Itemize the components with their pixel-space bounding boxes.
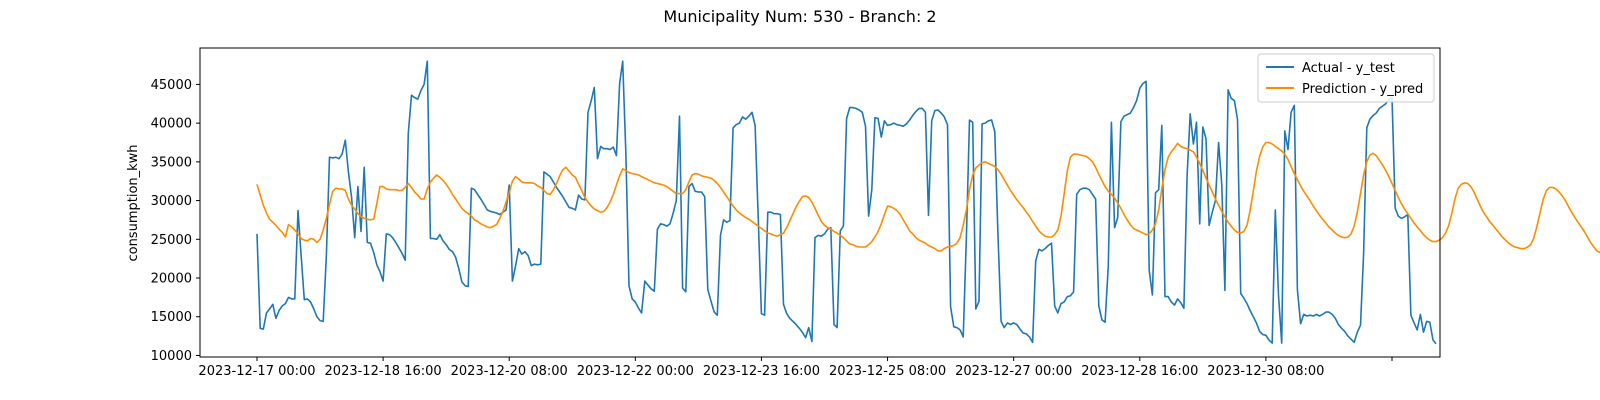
y-axis: 10000 15000 20000 25000 30000 35000 40000 45000: [151, 78, 200, 364]
y-tick-label: 20000: [151, 272, 192, 287]
legend-box: [1257, 53, 1435, 103]
y-tick-label: 45000: [151, 78, 192, 93]
series-line-prediction: [256, 141, 1600, 254]
y-tick-label: 40000: [151, 117, 192, 132]
x-tick-label: 2023-12-27 00:00: [955, 364, 1072, 379]
plot-frame: [199, 47, 1441, 358]
chart-title: Municipality Num: 530 - Branch: 2: [663, 7, 936, 26]
y-axis-label: consumption_kwh: [126, 144, 141, 261]
x-axis: 2023-12-17 00:00 2023-12-18 16:00 2023-12-…: [198, 357, 1393, 379]
y-tick-label: 15000: [151, 310, 192, 325]
y-tick-label: 10000: [151, 349, 192, 364]
y-tick-label: 25000: [151, 233, 192, 248]
x-tick-label: 2023-12-17 00:00: [198, 364, 315, 379]
legend: Actual - y_test Prediction - y_pred: [1257, 53, 1435, 103]
series-line-actual: [256, 60, 1437, 345]
plot-lines: [256, 60, 1600, 345]
x-tick-label: 2023-12-23 16:00: [703, 364, 820, 379]
legend-label-prediction: Prediction - y_pred: [1302, 82, 1423, 97]
x-tick-label: 2023-12-30 08:00: [1207, 364, 1324, 379]
y-tick-label: 30000: [151, 194, 192, 209]
y-tick-label: 35000: [151, 155, 192, 170]
x-tick-label: 2023-12-20 08:00: [451, 364, 568, 379]
x-tick-label: 2023-12-22 00:00: [577, 364, 694, 379]
x-tick-label: 2023-12-18 16:00: [325, 364, 442, 379]
x-tick-label: 2023-12-28 16:00: [1081, 364, 1198, 379]
legend-label-actual: Actual - y_test: [1302, 61, 1395, 76]
x-tick-label: 2023-12-25 08:00: [829, 364, 946, 379]
